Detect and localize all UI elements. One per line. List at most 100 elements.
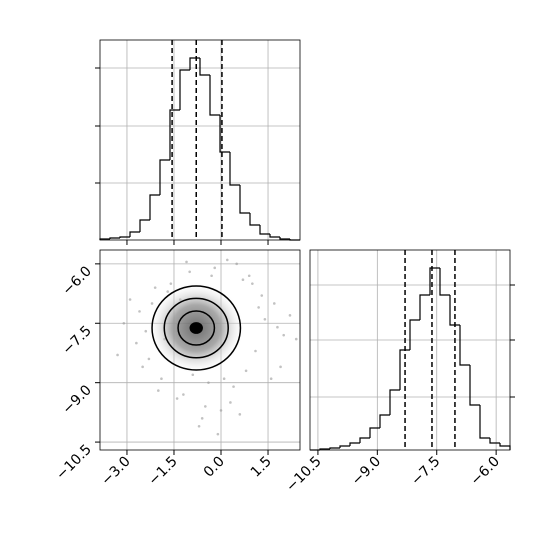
x-tick-label: −10.5 — [283, 454, 325, 496]
y-tick-label: −6.0 — [59, 263, 94, 298]
point — [213, 266, 217, 270]
point — [197, 424, 201, 428]
hist-step — [229, 152, 240, 186]
hist-step — [109, 237, 120, 239]
panel-frame — [309, 249, 511, 451]
y-tick-label: −9.0 — [59, 382, 94, 417]
x-tick-label: 1.5 — [248, 454, 275, 481]
x-tick-label: −1.5 — [145, 454, 180, 489]
hist-step — [179, 69, 190, 110]
hist-step — [339, 445, 350, 448]
hist-step — [169, 109, 180, 160]
point — [182, 393, 185, 396]
hist-step — [279, 237, 290, 240]
point — [200, 417, 204, 420]
point — [160, 377, 163, 381]
hist-step — [489, 438, 500, 444]
hist-step — [369, 427, 380, 438]
hist-step — [429, 267, 440, 295]
point — [144, 329, 148, 333]
point — [269, 377, 273, 381]
point — [135, 341, 138, 345]
hist-step — [479, 405, 490, 439]
hist-step — [139, 219, 150, 232]
point — [147, 357, 151, 361]
hist-step — [129, 231, 140, 237]
hist-step — [329, 447, 340, 449]
panel-frame — [99, 39, 301, 241]
contour — [163, 297, 229, 359]
point — [219, 409, 223, 412]
point — [141, 365, 144, 369]
point — [153, 286, 157, 289]
panel-frame — [99, 249, 301, 451]
point — [263, 318, 267, 321]
y-tick-label: −10.5 — [53, 442, 95, 484]
point — [138, 310, 141, 313]
point — [175, 397, 179, 400]
point — [204, 405, 207, 408]
point — [272, 302, 276, 305]
contour — [151, 285, 242, 371]
hist-step — [399, 349, 410, 390]
hist-step — [469, 365, 480, 406]
hist-step — [159, 159, 170, 195]
point — [282, 333, 285, 337]
point — [276, 325, 279, 329]
hist-step — [419, 294, 430, 320]
hist-step — [199, 58, 210, 76]
point — [254, 349, 257, 353]
point — [257, 306, 260, 309]
point — [229, 401, 232, 404]
hist-step — [389, 389, 400, 415]
point — [288, 314, 292, 317]
point — [238, 413, 242, 416]
point — [157, 389, 160, 392]
y-tick-label: −7.5 — [59, 323, 94, 358]
contour — [177, 310, 216, 346]
point — [222, 377, 226, 381]
hist-step — [209, 75, 220, 116]
x-tick-label: −9.0 — [349, 454, 384, 489]
point — [210, 274, 213, 278]
hist-step — [239, 185, 250, 214]
hist-step — [359, 437, 370, 443]
point — [188, 270, 191, 274]
point — [128, 298, 132, 301]
point — [260, 294, 264, 297]
hist-step — [349, 442, 360, 446]
point — [169, 282, 173, 285]
x-tick-label: −7.5 — [408, 454, 443, 489]
x-tick-label: −6.0 — [468, 454, 503, 489]
point — [150, 302, 154, 305]
point — [241, 278, 245, 282]
point — [232, 385, 235, 388]
hist-step — [219, 115, 230, 153]
hist-step — [499, 443, 511, 450]
point — [244, 369, 248, 373]
point — [216, 432, 220, 436]
contour — [189, 322, 203, 334]
point — [225, 258, 229, 262]
hist-step — [149, 194, 160, 220]
point — [251, 282, 254, 285]
hist-step — [459, 325, 470, 366]
hist-step — [409, 319, 420, 350]
hist-step — [249, 213, 260, 226]
hist-step — [439, 268, 450, 296]
point — [235, 262, 238, 266]
point — [122, 321, 126, 325]
point — [247, 274, 251, 278]
point — [207, 381, 210, 384]
x-tick-label: 0.0 — [201, 454, 228, 481]
point — [185, 260, 188, 264]
point — [294, 337, 298, 341]
hist-step — [269, 234, 280, 238]
hist-step — [449, 295, 460, 326]
hist-step — [259, 225, 270, 235]
hist-step — [119, 236, 130, 238]
hist-step — [379, 414, 390, 428]
point — [116, 353, 119, 357]
x-tick-label: −3.0 — [98, 454, 133, 489]
